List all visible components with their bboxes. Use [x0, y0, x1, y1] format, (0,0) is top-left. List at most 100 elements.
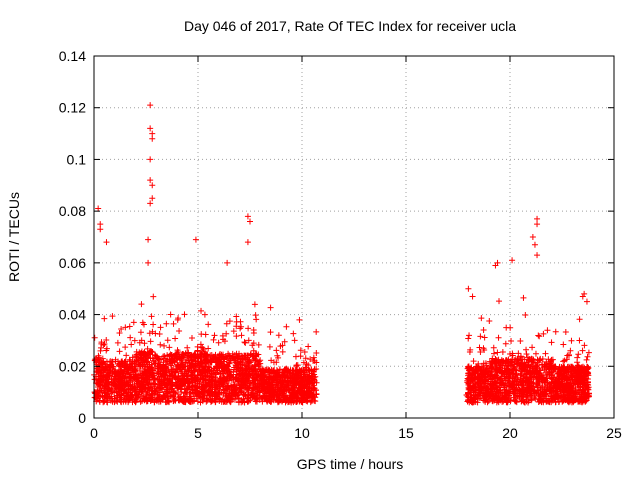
data-point — [213, 359, 220, 366]
data-point — [208, 370, 215, 377]
data-point — [247, 379, 254, 386]
data-point — [211, 355, 218, 362]
data-point — [469, 293, 476, 300]
data-point — [126, 356, 133, 363]
data-point — [230, 354, 237, 361]
data-point — [251, 361, 258, 368]
data-point — [238, 384, 245, 391]
data-point — [544, 327, 551, 334]
data-point — [464, 391, 471, 398]
data-point — [126, 323, 133, 330]
data-point — [494, 349, 501, 356]
data-point — [507, 324, 514, 331]
data-point — [144, 345, 151, 352]
data-point — [305, 343, 312, 350]
data-point — [140, 392, 147, 399]
data-point — [267, 304, 274, 311]
data-point — [146, 351, 153, 358]
data-point — [118, 326, 125, 333]
data-point — [480, 327, 487, 334]
data-point — [506, 375, 513, 382]
data-point — [147, 177, 154, 184]
data-point — [560, 367, 567, 374]
data-point — [218, 356, 225, 363]
data-point — [176, 351, 183, 358]
data-point — [578, 376, 585, 383]
data-point — [296, 316, 303, 323]
data-point — [517, 338, 524, 345]
data-point — [147, 125, 154, 132]
data-point — [260, 370, 267, 377]
data-point — [194, 390, 201, 397]
data-point — [466, 332, 473, 339]
data-point — [172, 369, 179, 376]
data-point — [501, 367, 508, 374]
data-point — [523, 346, 530, 353]
x-tick-label: 5 — [194, 425, 202, 441]
data-point — [91, 376, 98, 383]
data-point — [161, 342, 168, 349]
data-point — [310, 354, 317, 361]
data-point — [254, 368, 261, 375]
data-point — [194, 384, 201, 391]
data-point — [569, 365, 576, 372]
data-point — [180, 373, 187, 380]
data-point — [268, 394, 275, 401]
data-point — [195, 367, 202, 374]
data-point — [97, 221, 104, 228]
data-point — [174, 391, 181, 398]
data-point — [494, 367, 501, 374]
data-point — [233, 318, 240, 325]
data-point — [175, 315, 182, 322]
data-point — [502, 340, 509, 347]
data-point — [310, 382, 317, 389]
data-point — [189, 360, 196, 367]
data-point — [172, 335, 179, 342]
data-point — [162, 365, 169, 371]
data-point — [562, 375, 569, 382]
data-point — [564, 397, 571, 404]
data-point — [145, 236, 152, 243]
data-point — [470, 358, 477, 365]
data-point — [234, 392, 241, 399]
data-point — [568, 394, 575, 401]
data-point — [522, 399, 529, 406]
data-point — [303, 393, 310, 400]
data-point — [155, 370, 162, 377]
data-point — [253, 376, 260, 383]
data-point — [226, 391, 233, 398]
data-point — [494, 397, 501, 404]
data-point — [158, 382, 165, 389]
data-point — [508, 337, 515, 344]
data-point — [219, 364, 226, 371]
data-point — [217, 378, 224, 385]
data-point — [116, 329, 123, 336]
data-point — [520, 398, 527, 405]
data-point — [121, 396, 128, 403]
data-point — [302, 355, 309, 362]
data-point — [576, 387, 583, 394]
data-point — [174, 361, 181, 368]
data-point — [247, 359, 254, 366]
data-point — [253, 394, 260, 401]
data-point — [202, 356, 209, 363]
data-point — [534, 221, 541, 228]
data-point — [491, 358, 498, 365]
data-point — [175, 362, 182, 369]
data-point — [583, 371, 590, 378]
data-point — [183, 370, 190, 377]
data-point — [192, 377, 199, 384]
data-point — [181, 311, 188, 318]
data-point — [546, 369, 553, 376]
data-point — [141, 348, 148, 355]
data-point — [478, 315, 485, 322]
data-point — [117, 368, 124, 375]
data-point — [585, 349, 592, 356]
data-point — [576, 316, 583, 323]
data-point — [584, 353, 591, 360]
data-point — [212, 371, 219, 378]
data-point — [201, 311, 208, 318]
data-point — [139, 388, 146, 395]
data-point — [97, 379, 104, 386]
data-point — [103, 345, 110, 352]
